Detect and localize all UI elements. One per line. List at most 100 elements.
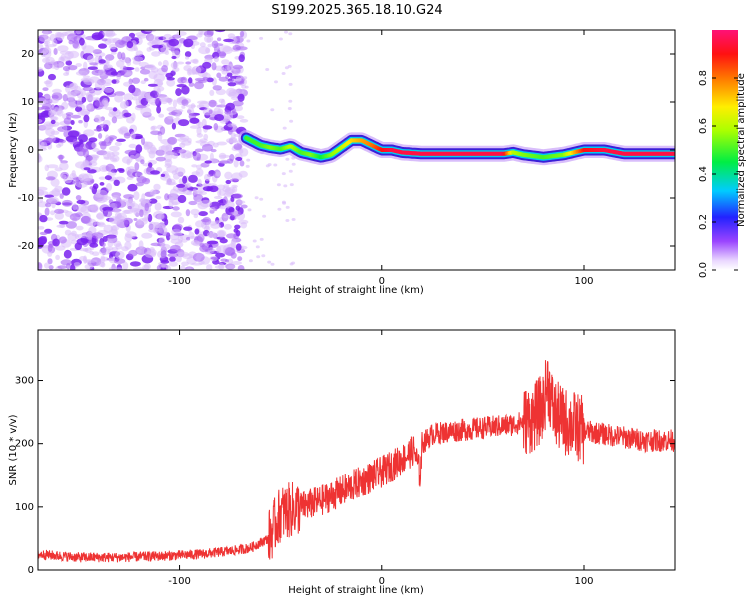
noise-speckle (220, 238, 228, 243)
noise-speckle (118, 169, 124, 173)
noise-speckle (75, 28, 81, 35)
noise-speckle (108, 240, 114, 247)
noise-speckle (88, 97, 99, 101)
noise-speckle (193, 152, 201, 161)
x-tick-label: -100 (168, 276, 191, 287)
noise-speckle (157, 214, 165, 220)
noise-speckle (277, 208, 281, 211)
noise-speckle (45, 57, 54, 64)
noise-speckle (240, 222, 247, 229)
noise-speckle (114, 94, 123, 102)
noise-speckle (216, 73, 221, 79)
noise-speckle (181, 140, 192, 146)
noise-speckle (152, 40, 163, 44)
noise-speckle (157, 88, 161, 96)
noise-speckle (35, 119, 42, 123)
noise-speckle (223, 196, 228, 204)
noise-speckle (94, 117, 103, 123)
noise-speckle (171, 211, 182, 217)
noise-speckle (168, 39, 179, 47)
noise-speckle (132, 78, 140, 84)
noise-speckle (215, 220, 222, 223)
noise-speckle (133, 191, 139, 200)
y-tick-label: 300 (15, 376, 34, 387)
noise-speckle (183, 39, 193, 48)
noise-speckle (107, 171, 116, 176)
noise-speckle (54, 209, 64, 214)
noise-speckle (143, 112, 152, 115)
noise-speckle (174, 109, 183, 113)
noise-speckle (198, 46, 210, 54)
noise-speckle (48, 111, 52, 117)
noise-speckle (89, 251, 94, 255)
noise-speckle (290, 183, 294, 186)
noise-speckle (288, 107, 292, 110)
noise-speckle (185, 61, 191, 64)
noise-speckle (145, 203, 149, 211)
noise-speckle (132, 56, 143, 61)
noise-speckle (116, 139, 126, 142)
noise-speckle (135, 144, 142, 153)
noise-speckle (124, 100, 129, 108)
noise-speckle (285, 66, 289, 69)
noise-speckle (241, 205, 248, 209)
noise-speckle (59, 155, 63, 162)
noise-speckle (45, 208, 50, 216)
noise-speckle (96, 212, 104, 220)
noise-speckle (173, 224, 182, 230)
noise-speckle (45, 79, 52, 87)
noise-speckle (48, 244, 53, 252)
noise-speckle (59, 139, 66, 143)
noise-speckle (209, 90, 214, 96)
noise-speckle (190, 209, 199, 215)
noise-speckle (83, 160, 90, 167)
noise-speckle (256, 245, 260, 248)
noise-speckle (217, 142, 228, 146)
noise-speckle (74, 262, 81, 267)
noise-speckle (240, 31, 244, 37)
noise-speckle (144, 144, 150, 150)
noise-speckle (148, 116, 155, 121)
noise-speckle (225, 259, 229, 262)
noise-speckle (201, 219, 210, 222)
noise-speckle (168, 116, 174, 119)
colorbar: 0.00.20.40.60.8 Normalized spectral ampl… (698, 30, 747, 278)
noise-speckle (167, 137, 177, 145)
noise-speckle (277, 183, 281, 186)
noise-speckle (85, 259, 97, 262)
noise-speckle (231, 132, 236, 139)
noise-speckle (185, 56, 189, 59)
noise-speckle (74, 86, 81, 94)
noise-speckle (172, 170, 178, 175)
noise-speckle (231, 252, 237, 259)
noise-speckle (46, 176, 56, 180)
colorbar-tick-label: 0.6 (698, 118, 709, 134)
noise-speckle (265, 68, 269, 71)
noise-speckle (109, 146, 120, 152)
noise-speckle (159, 237, 166, 246)
noise-speckle (270, 108, 274, 111)
noise-speckle (289, 170, 293, 173)
noise-speckle (52, 239, 60, 247)
y-tick-label: -20 (18, 241, 34, 252)
noise-speckle (123, 66, 127, 74)
noise-speckle (113, 107, 118, 111)
noise-speckle (156, 106, 161, 114)
noise-speckle (115, 142, 122, 146)
noise-speckle (186, 105, 196, 108)
noise-speckle (91, 142, 97, 148)
noise-speckle (104, 157, 110, 160)
noise-speckle (172, 67, 179, 72)
noise-speckle (46, 123, 57, 126)
noise-speckle (124, 241, 131, 249)
noise-speckle (198, 122, 203, 129)
noise-speckle (172, 35, 181, 39)
noise-speckle (58, 62, 63, 68)
noise-speckle (107, 38, 117, 43)
noise-speckle (97, 190, 108, 197)
noise-speckle (124, 210, 131, 214)
noise-speckle (240, 119, 249, 123)
noise-speckle (198, 211, 208, 216)
